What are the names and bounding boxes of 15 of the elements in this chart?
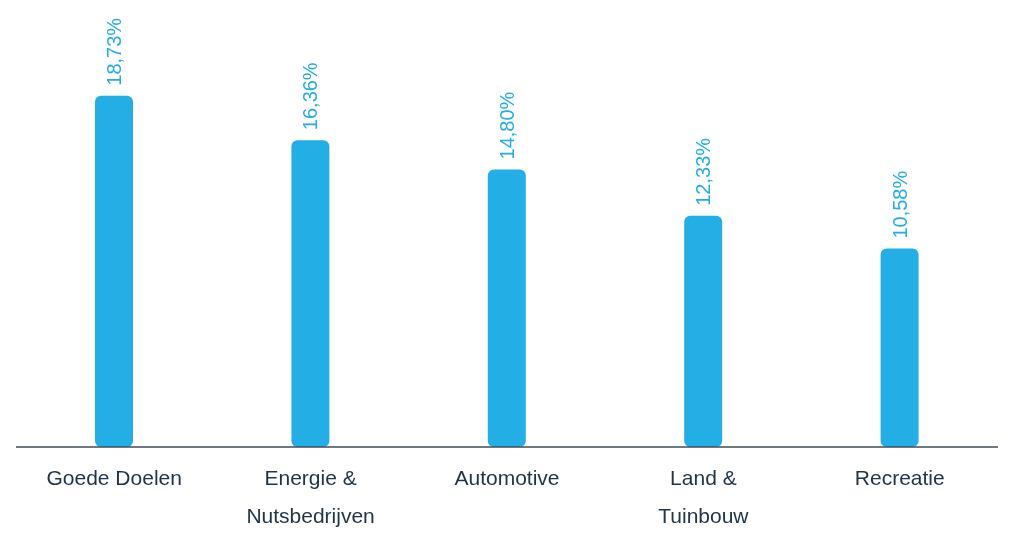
x-tick-label: Land & Tuinbouw [658, 466, 750, 527]
data-label: 12,33% [692, 137, 715, 206]
data-label: 10,58% [888, 170, 911, 239]
bar [487, 169, 526, 447]
x-tick-label: Goede Doelen [46, 466, 182, 489]
bar [291, 140, 330, 447]
bar [880, 248, 919, 447]
x-tick-label: Automotive [454, 466, 560, 489]
data-label: 18,73% [103, 17, 125, 86]
bar [95, 95, 133, 447]
x-tick-label: Recreatie [854, 466, 945, 489]
data-label: 14,80% [495, 91, 518, 160]
data-label: 16,36% [299, 62, 322, 131]
bar [684, 215, 723, 447]
x-tick-label: Energie & Nutsbedrijven [246, 466, 375, 527]
